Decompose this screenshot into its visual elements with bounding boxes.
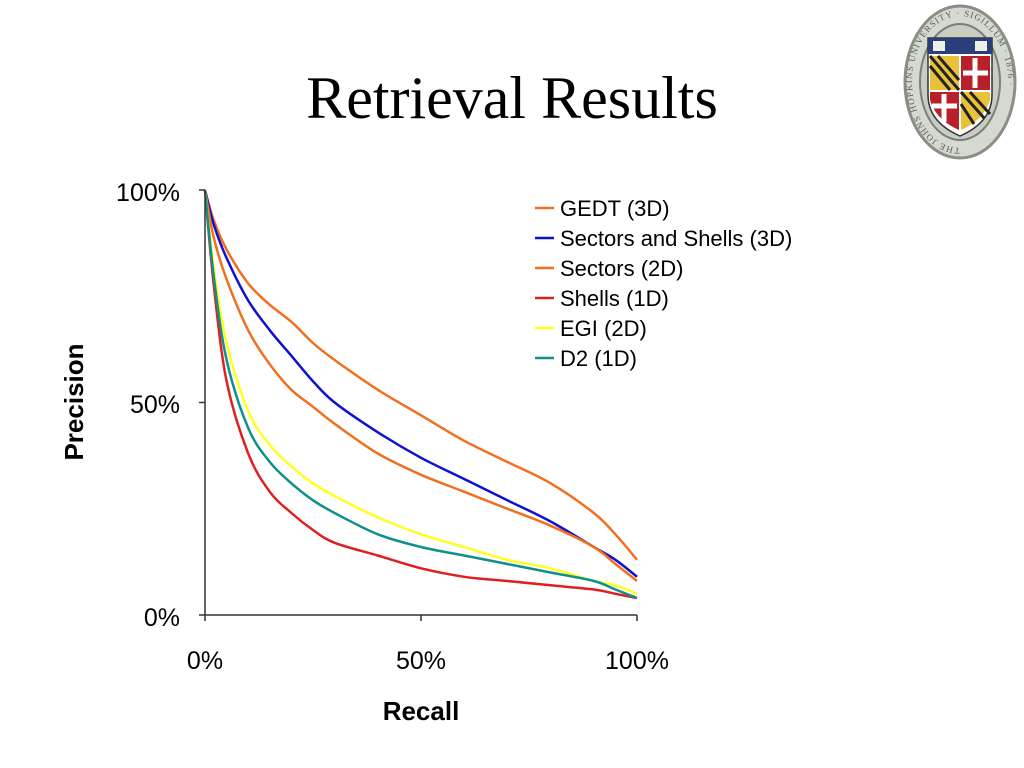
x-axis-title: Recall bbox=[383, 696, 460, 726]
seal-shield-quarter-2-cross bbox=[963, 58, 988, 88]
axis-ticks bbox=[199, 189, 638, 621]
legend: GEDT (3D) Sectors and Shells (3D) Sector… bbox=[535, 196, 792, 371]
series-line-shells-1d bbox=[203, 189, 638, 600]
y-axis-title: Precision bbox=[59, 343, 89, 460]
y-tick-label-100: 100% bbox=[116, 179, 180, 207]
seal-book-right bbox=[975, 41, 987, 51]
legend-label-shells-1d: Shells (1D) bbox=[560, 286, 669, 311]
y-tick-label-50: 50% bbox=[130, 391, 180, 419]
seal-shield-quarter-1-stripes bbox=[928, 55, 961, 91]
series-line-sectors-2d bbox=[203, 189, 638, 582]
series-line-sectors-and-shells-3d bbox=[203, 189, 638, 578]
x-tick-label-0: 0% bbox=[187, 647, 223, 675]
y-tick-label-0: 0% bbox=[144, 604, 180, 632]
legend-label-egi-2d: EGI (2D) bbox=[560, 316, 647, 341]
legend-label-d2-1d: D2 (1D) bbox=[560, 346, 637, 371]
slide-title: Retrieval Results bbox=[306, 65, 718, 131]
legend-label-gedt-3d: GEDT (3D) bbox=[560, 196, 670, 221]
series-lines bbox=[203, 189, 638, 600]
seal-shield-quarter-4-stripes bbox=[959, 90, 992, 125]
x-tick-label-50: 50% bbox=[396, 647, 446, 675]
x-tick-label-100: 100% bbox=[605, 647, 669, 675]
seal-shield-quarter-3-cross bbox=[932, 94, 957, 122]
series-line-d2-1d bbox=[203, 189, 638, 600]
series-line-egi-2d bbox=[203, 189, 638, 595]
university-seal: THE JOHNS HOPKINS UNIVERSITY · SIGILLUM … bbox=[903, 4, 1017, 160]
seal-book-left bbox=[933, 41, 945, 51]
series-line-gedt-3d bbox=[203, 189, 638, 561]
legend-label-sectors-2d: Sectors (2D) bbox=[560, 256, 683, 281]
legend-label-sectors-and-shells-3d: Sectors and Shells (3D) bbox=[560, 226, 792, 251]
